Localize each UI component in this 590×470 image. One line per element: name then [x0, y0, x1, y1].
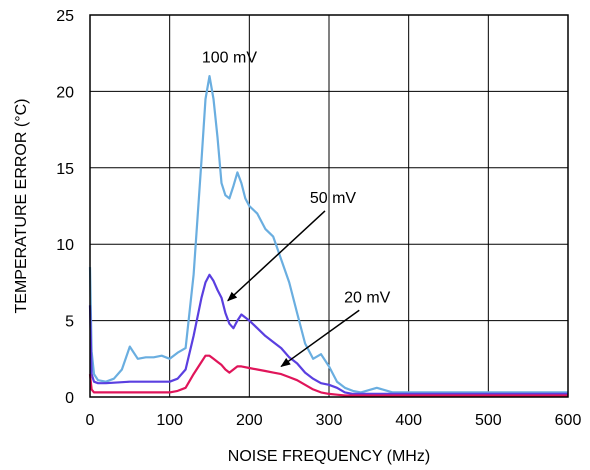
annotation-label: 100 mV — [202, 49, 257, 66]
x-tick-label: 500 — [475, 412, 502, 429]
series-line-20-mv — [88, 354, 568, 397]
y-tick-label: 0 — [65, 390, 74, 407]
x-tick-label: 300 — [316, 412, 343, 429]
y-tick-label: 25 — [56, 8, 74, 25]
series-annotations: 100 mV 50 mV 20 mV — [202, 49, 391, 368]
y-axis-label: TEMPERATURE ERROR (°C) — [13, 99, 30, 314]
y-tick-label: 5 — [65, 314, 74, 331]
tick-labels: 0 100 200 300 400 500 600 0 5 10 15 20 25 — [56, 8, 581, 429]
x-tick-label: 100 — [156, 412, 183, 429]
annotation-arrow — [227, 210, 326, 302]
x-tick-label: 0 — [86, 412, 95, 429]
y-tick-label: 10 — [56, 237, 74, 254]
x-tick-label: 600 — [555, 412, 582, 429]
x-tick-label: 400 — [395, 412, 422, 429]
x-tick-label: 200 — [236, 412, 263, 429]
annotation-label: 50 mV — [310, 190, 357, 207]
series-line-100-mv — [88, 74, 568, 394]
annotation-arrow — [280, 309, 360, 368]
annotation-label: 20 mV — [344, 289, 391, 306]
series-line-50-mv — [88, 273, 568, 395]
data-series — [88, 74, 568, 397]
y-tick-label: 20 — [56, 84, 74, 101]
x-axis-label: NOISE FREQUENCY (MHz) — [228, 448, 430, 465]
y-tick-label: 15 — [56, 161, 74, 178]
plot-frame — [89, 14, 569, 398]
